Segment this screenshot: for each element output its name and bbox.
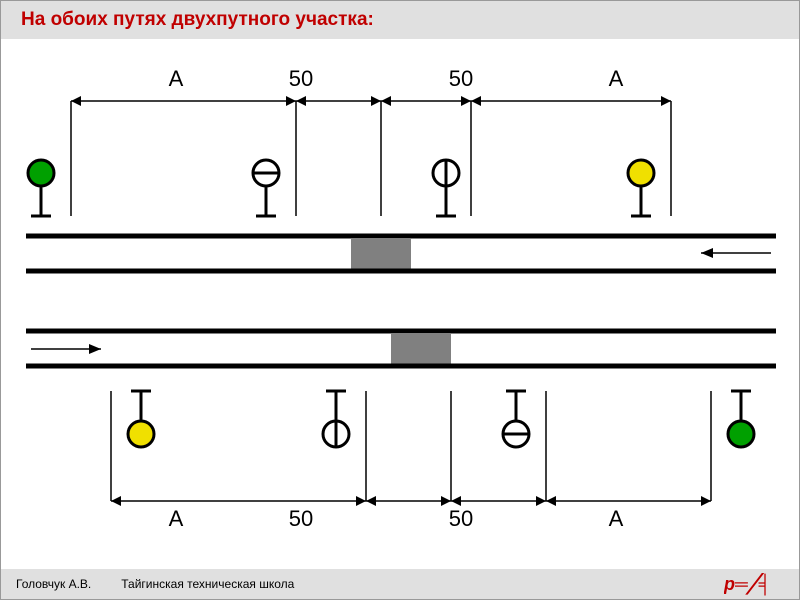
svg-text:p═╱╡: p═╱╡ [724,572,771,596]
railway-diagram: А 50 50 А А 50 50 А [1,41,800,561]
svg-text:А: А [609,66,624,91]
svg-text:50: 50 [289,506,313,531]
page-title: На обоих путях двухпутного участка: [21,9,779,31]
svg-text:50: 50 [449,506,473,531]
svg-text:А: А [169,506,184,531]
svg-text:А: А [169,66,184,91]
svg-text:А: А [609,506,624,531]
footer-school: Тайгинская техническая школа [121,577,294,591]
svg-text:50: 50 [289,66,313,91]
svg-text:50: 50 [449,66,473,91]
rzd-logo-icon: p═╱╡ [724,572,784,596]
footer-author: Головчук А.В. [16,577,91,591]
footer: Головчук А.В. Тайгинская техническая шко… [1,569,799,599]
